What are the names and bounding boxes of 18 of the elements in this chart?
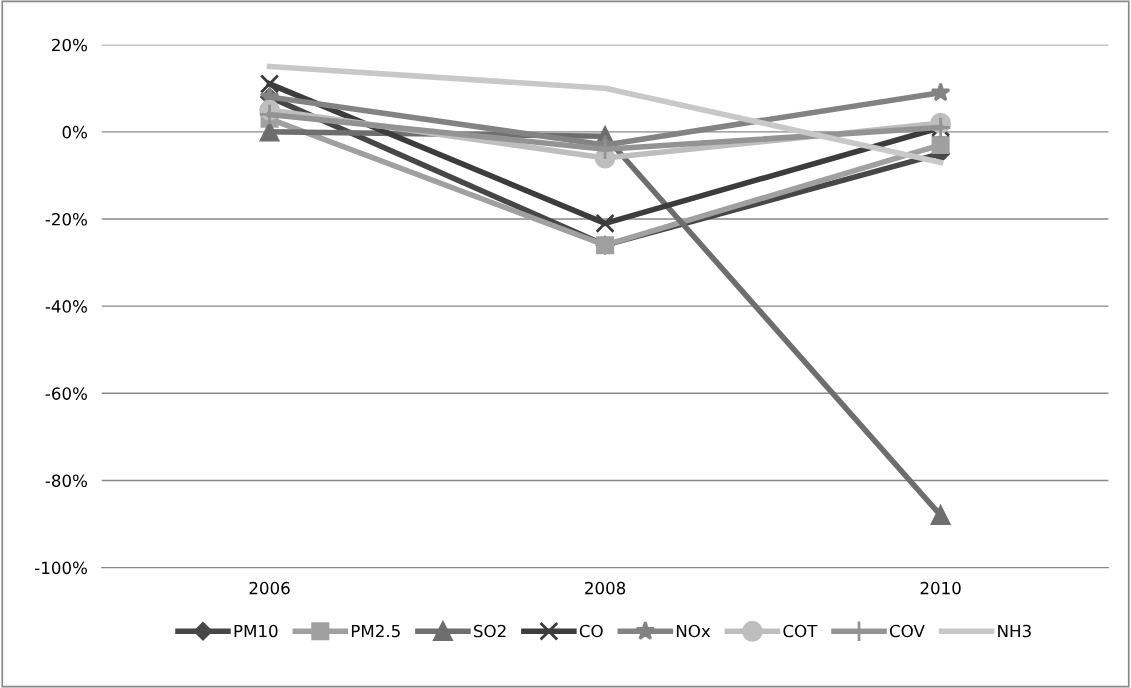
y-tick-label: -20% (45, 212, 87, 226)
y-tick-label: -80% (45, 474, 87, 488)
x-tick-label: 2008 (585, 581, 626, 595)
legend-label: NH3 (998, 624, 1031, 638)
legend-label: PM10 (234, 624, 278, 638)
y-tick-label: -40% (45, 300, 87, 313)
legend-label: COT (783, 624, 818, 638)
legend-label: NOx (676, 624, 711, 638)
x-tick-label: 2010 (920, 581, 961, 595)
y-tick-label: 0% (62, 125, 87, 139)
x-tick-label: 2006 (249, 581, 290, 595)
legend-label: COV (889, 624, 925, 638)
y-tick-label: 20% (52, 38, 87, 52)
legend-label: CO (579, 624, 603, 638)
y-tick-label: -60% (45, 387, 87, 400)
legend-label: SO2 (474, 624, 506, 638)
legend-label: PM2.5 (351, 624, 400, 638)
y-tick-label: -100% (35, 561, 87, 575)
